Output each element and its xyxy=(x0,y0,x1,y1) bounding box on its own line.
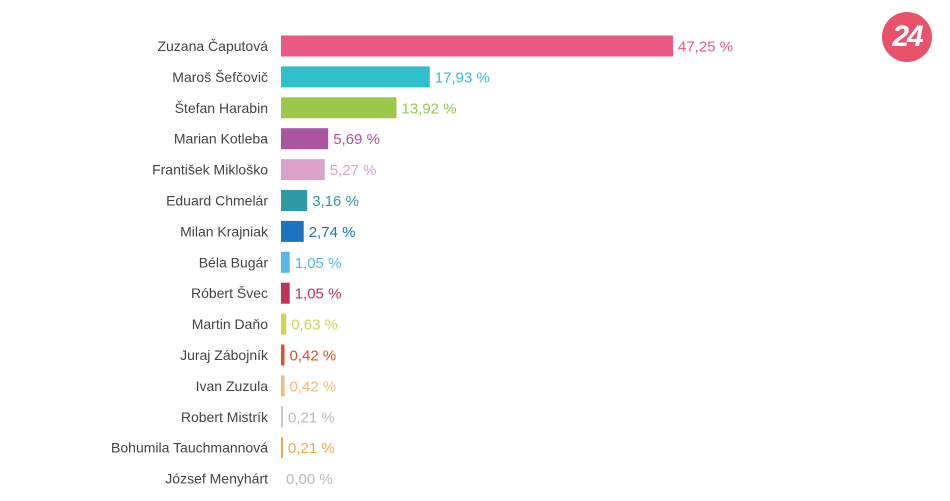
value-label: 0,42 % xyxy=(289,348,336,365)
category-label: Marian Kotleba xyxy=(174,131,268,147)
value-label: 0,21 % xyxy=(288,409,335,426)
brand-logo: 24 xyxy=(882,12,932,62)
value-label: 5,27 % xyxy=(330,162,377,179)
category-label: Juraj Zábojník xyxy=(180,347,269,363)
bar xyxy=(281,251,290,273)
value-label: 47,25 % xyxy=(678,39,733,56)
value-label: 3,16 % xyxy=(312,193,359,210)
value-label: 0,00 % xyxy=(286,471,333,488)
bar xyxy=(281,190,308,211)
value-label: 17,93 % xyxy=(435,69,490,86)
value-label: 0,21 % xyxy=(288,440,335,457)
bar xyxy=(281,375,285,397)
category-label: Maroš Šefčovič xyxy=(172,69,268,85)
category-label: Štefan Harabin xyxy=(175,100,268,116)
category-label: František Mikloško xyxy=(152,162,268,178)
logo-text: 24 xyxy=(892,20,923,53)
bar xyxy=(281,437,283,459)
value-label: 5,69 % xyxy=(333,131,380,148)
category-label: Eduard Chmelár xyxy=(166,193,268,209)
value-label: 1,05 % xyxy=(295,255,342,272)
category-label: Róbert Švec xyxy=(191,285,268,301)
category-label: Milan Krajniak xyxy=(180,223,269,239)
value-label: 1,05 % xyxy=(295,286,342,303)
bar xyxy=(281,282,290,304)
bar xyxy=(281,344,285,366)
value-label: 13,92 % xyxy=(401,100,456,117)
value-label: 0,42 % xyxy=(289,378,336,395)
bar xyxy=(281,97,397,119)
category-label: Bohumila Tauchmannová xyxy=(111,440,268,456)
bar xyxy=(281,313,287,335)
value-label: 2,74 % xyxy=(309,224,356,241)
category-label: József Menyhárt xyxy=(165,471,268,487)
value-label: 0,63 % xyxy=(291,317,338,334)
bar xyxy=(281,35,673,57)
bar xyxy=(281,128,329,150)
bar xyxy=(281,66,430,88)
category-label: Martin Daňo xyxy=(192,316,268,332)
category-label: Robert Mistrík xyxy=(181,409,269,425)
bar xyxy=(281,220,304,242)
category-label: Ivan Zuzula xyxy=(196,378,269,394)
bar xyxy=(281,159,325,181)
bar xyxy=(281,406,283,428)
category-label: Zuzana Čaputová xyxy=(157,38,268,54)
category-label: Béla Bugár xyxy=(199,254,269,270)
